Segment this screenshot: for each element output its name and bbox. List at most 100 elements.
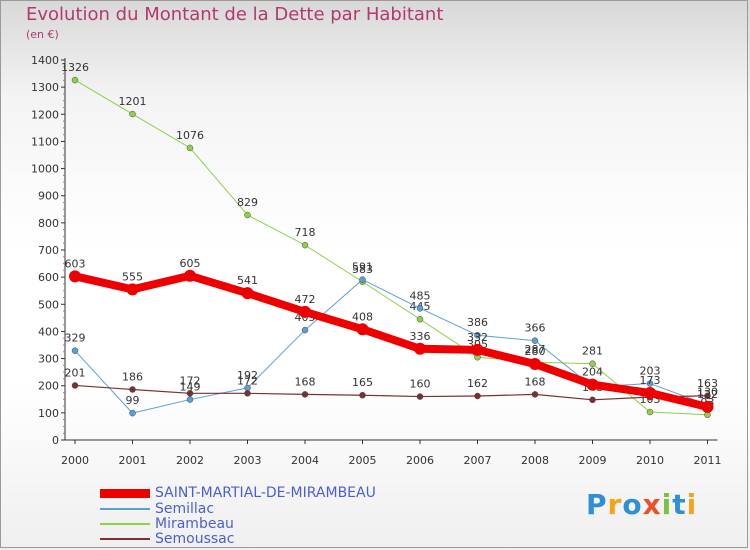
data-point-saint-martial-de-mirambeau (299, 305, 311, 318)
data-label-semillac: 485 (410, 289, 431, 302)
y-tick-label: 800 (38, 217, 59, 230)
data-point-semoussac (704, 392, 711, 400)
data-label-saint-martial-de-mirambeau: 336 (410, 330, 431, 343)
data-point-semoussac (129, 386, 136, 393)
data-point-semoussac (301, 391, 309, 398)
data-label-mirambeau: 718 (295, 226, 316, 239)
logo-letter: r (607, 488, 623, 521)
data-label-semoussac: 172 (180, 374, 201, 387)
data-label-semillac: 591 (352, 261, 373, 274)
data-label-mirambeau: 583 (352, 263, 373, 276)
logo-letter: t (672, 488, 687, 521)
x-tick-label: 2004 (291, 454, 319, 467)
x-tick-label: 2005 (349, 454, 377, 467)
proxiti-logo: Proxiti (586, 488, 697, 521)
x-tick-label: 2002 (176, 454, 204, 467)
data-point-mirambeau (416, 315, 424, 323)
data-label-semillac: 329 (65, 332, 86, 345)
series-line-mirambeau (74, 79, 708, 416)
data-label-saint-martial-de-mirambeau: 280 (525, 345, 546, 358)
chart-unit-label: (en €) (26, 28, 59, 41)
data-point-semoussac (244, 390, 251, 397)
data-label-saint-martial-de-mirambeau: 605 (180, 257, 201, 270)
x-tick-label: 2010 (636, 454, 664, 467)
data-point-mirambeau (646, 408, 654, 416)
data-point-saint-martial-de-mirambeau (586, 378, 599, 391)
data-point-semoussac (589, 396, 596, 404)
data-point-semillac (531, 337, 539, 344)
data-point-saint-martial-de-mirambeau (471, 343, 484, 356)
y-tick-label: 200 (38, 380, 59, 393)
legend-item: Semillac (100, 501, 214, 517)
data-label-saint-martial-de-mirambeau: 541 (237, 274, 258, 287)
data-point-semillac (301, 326, 309, 334)
legend-item: Mirambeau (100, 516, 234, 532)
data-label-mirambeau: 829 (237, 196, 258, 209)
y-tick-label: 700 (38, 244, 59, 257)
data-label-semoussac: 172 (237, 374, 258, 387)
data-label-saint-martial-de-mirambeau: 173 (640, 374, 661, 387)
legend-label: Semillac (155, 501, 215, 517)
data-point-mirambeau (129, 110, 136, 118)
data-point-saint-martial-de-mirambeau (644, 387, 656, 400)
logo-letter: i (661, 488, 673, 521)
data-label-semillac: 99 (126, 394, 140, 407)
data-point-saint-martial-de-mirambeau (69, 270, 81, 283)
data-label-semillac: 149 (180, 381, 201, 394)
data-label-saint-martial-de-mirambeau: 472 (295, 293, 316, 306)
y-tick-label: 400 (38, 325, 59, 338)
data-point-saint-martial-de-mirambeau (701, 400, 714, 413)
data-point-mirambeau (71, 76, 79, 84)
x-tick-label: 2008 (521, 454, 549, 467)
x-tick-label: 2007 (464, 454, 492, 467)
data-label-semoussac: 168 (525, 375, 546, 388)
data-label-saint-martial-de-mirambeau: 603 (65, 257, 86, 270)
x-tick-label: 2011 (694, 454, 722, 467)
data-label-saint-martial-de-mirambeau: 555 (122, 270, 143, 283)
data-label-saint-martial-de-mirambeau: 122 (697, 388, 718, 401)
data-label-saint-martial-de-mirambeau: 332 (467, 331, 488, 344)
y-tick-label: 1200 (31, 108, 59, 121)
data-label-semoussac: 168 (295, 375, 316, 388)
y-tick-label: 1100 (31, 135, 59, 148)
data-point-semoussac (359, 391, 366, 399)
data-point-semillac (71, 347, 79, 354)
data-label-semoussac: 160 (410, 378, 431, 391)
data-label-semoussac: 162 (467, 377, 488, 390)
y-tick-label: 300 (38, 353, 59, 366)
y-tick-label: 0 (52, 434, 59, 447)
legend-swatch (100, 538, 150, 540)
data-label-mirambeau: 281 (582, 345, 603, 358)
data-label-saint-martial-de-mirambeau: 204 (582, 366, 603, 379)
x-tick-label: 2009 (579, 454, 607, 467)
y-tick-label: 500 (38, 298, 59, 311)
data-point-saint-martial-de-mirambeau (184, 269, 196, 282)
data-point-saint-martial-de-mirambeau (414, 342, 426, 355)
data-point-semillac (646, 380, 654, 387)
data-label-semillac: 366 (525, 322, 546, 335)
data-point-semillac (186, 396, 194, 403)
data-point-semoussac (474, 392, 481, 400)
data-label-semoussac: 186 (122, 371, 143, 384)
data-point-mirambeau (301, 241, 309, 249)
data-point-semoussac (71, 382, 79, 389)
legend-swatch (100, 508, 150, 510)
legend-swatch (100, 523, 150, 525)
logo-letter: P (586, 488, 608, 521)
x-tick-label: 2000 (61, 454, 89, 467)
series-line-semoussac (74, 384, 708, 401)
data-point-mirambeau (589, 360, 596, 367)
data-point-semillac (129, 409, 136, 417)
legend-label: Semoussac (155, 531, 235, 547)
data-label-semoussac: 201 (65, 366, 86, 379)
data-point-saint-martial-de-mirambeau (529, 358, 541, 370)
data-label-mirambeau: 1326 (61, 61, 89, 74)
x-tick-label: 2006 (406, 454, 434, 467)
logo-letter: x (642, 488, 662, 521)
data-label-semoussac: 163 (697, 377, 718, 390)
logo-letter: o (622, 488, 643, 521)
data-point-saint-martial-de-mirambeau (126, 283, 139, 296)
series-line-saint-martial-de-mirambeau (74, 271, 709, 411)
x-tick-label: 2003 (234, 454, 262, 467)
